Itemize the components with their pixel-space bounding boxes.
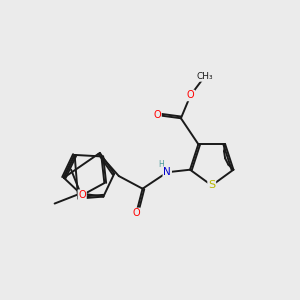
Text: O: O xyxy=(78,190,86,200)
Text: CH₃: CH₃ xyxy=(196,72,213,81)
Text: H: H xyxy=(159,160,164,169)
Text: S: S xyxy=(208,181,215,190)
Text: O: O xyxy=(187,91,194,100)
Text: O: O xyxy=(153,110,161,120)
Text: O: O xyxy=(132,208,140,218)
Text: N: N xyxy=(164,167,171,177)
